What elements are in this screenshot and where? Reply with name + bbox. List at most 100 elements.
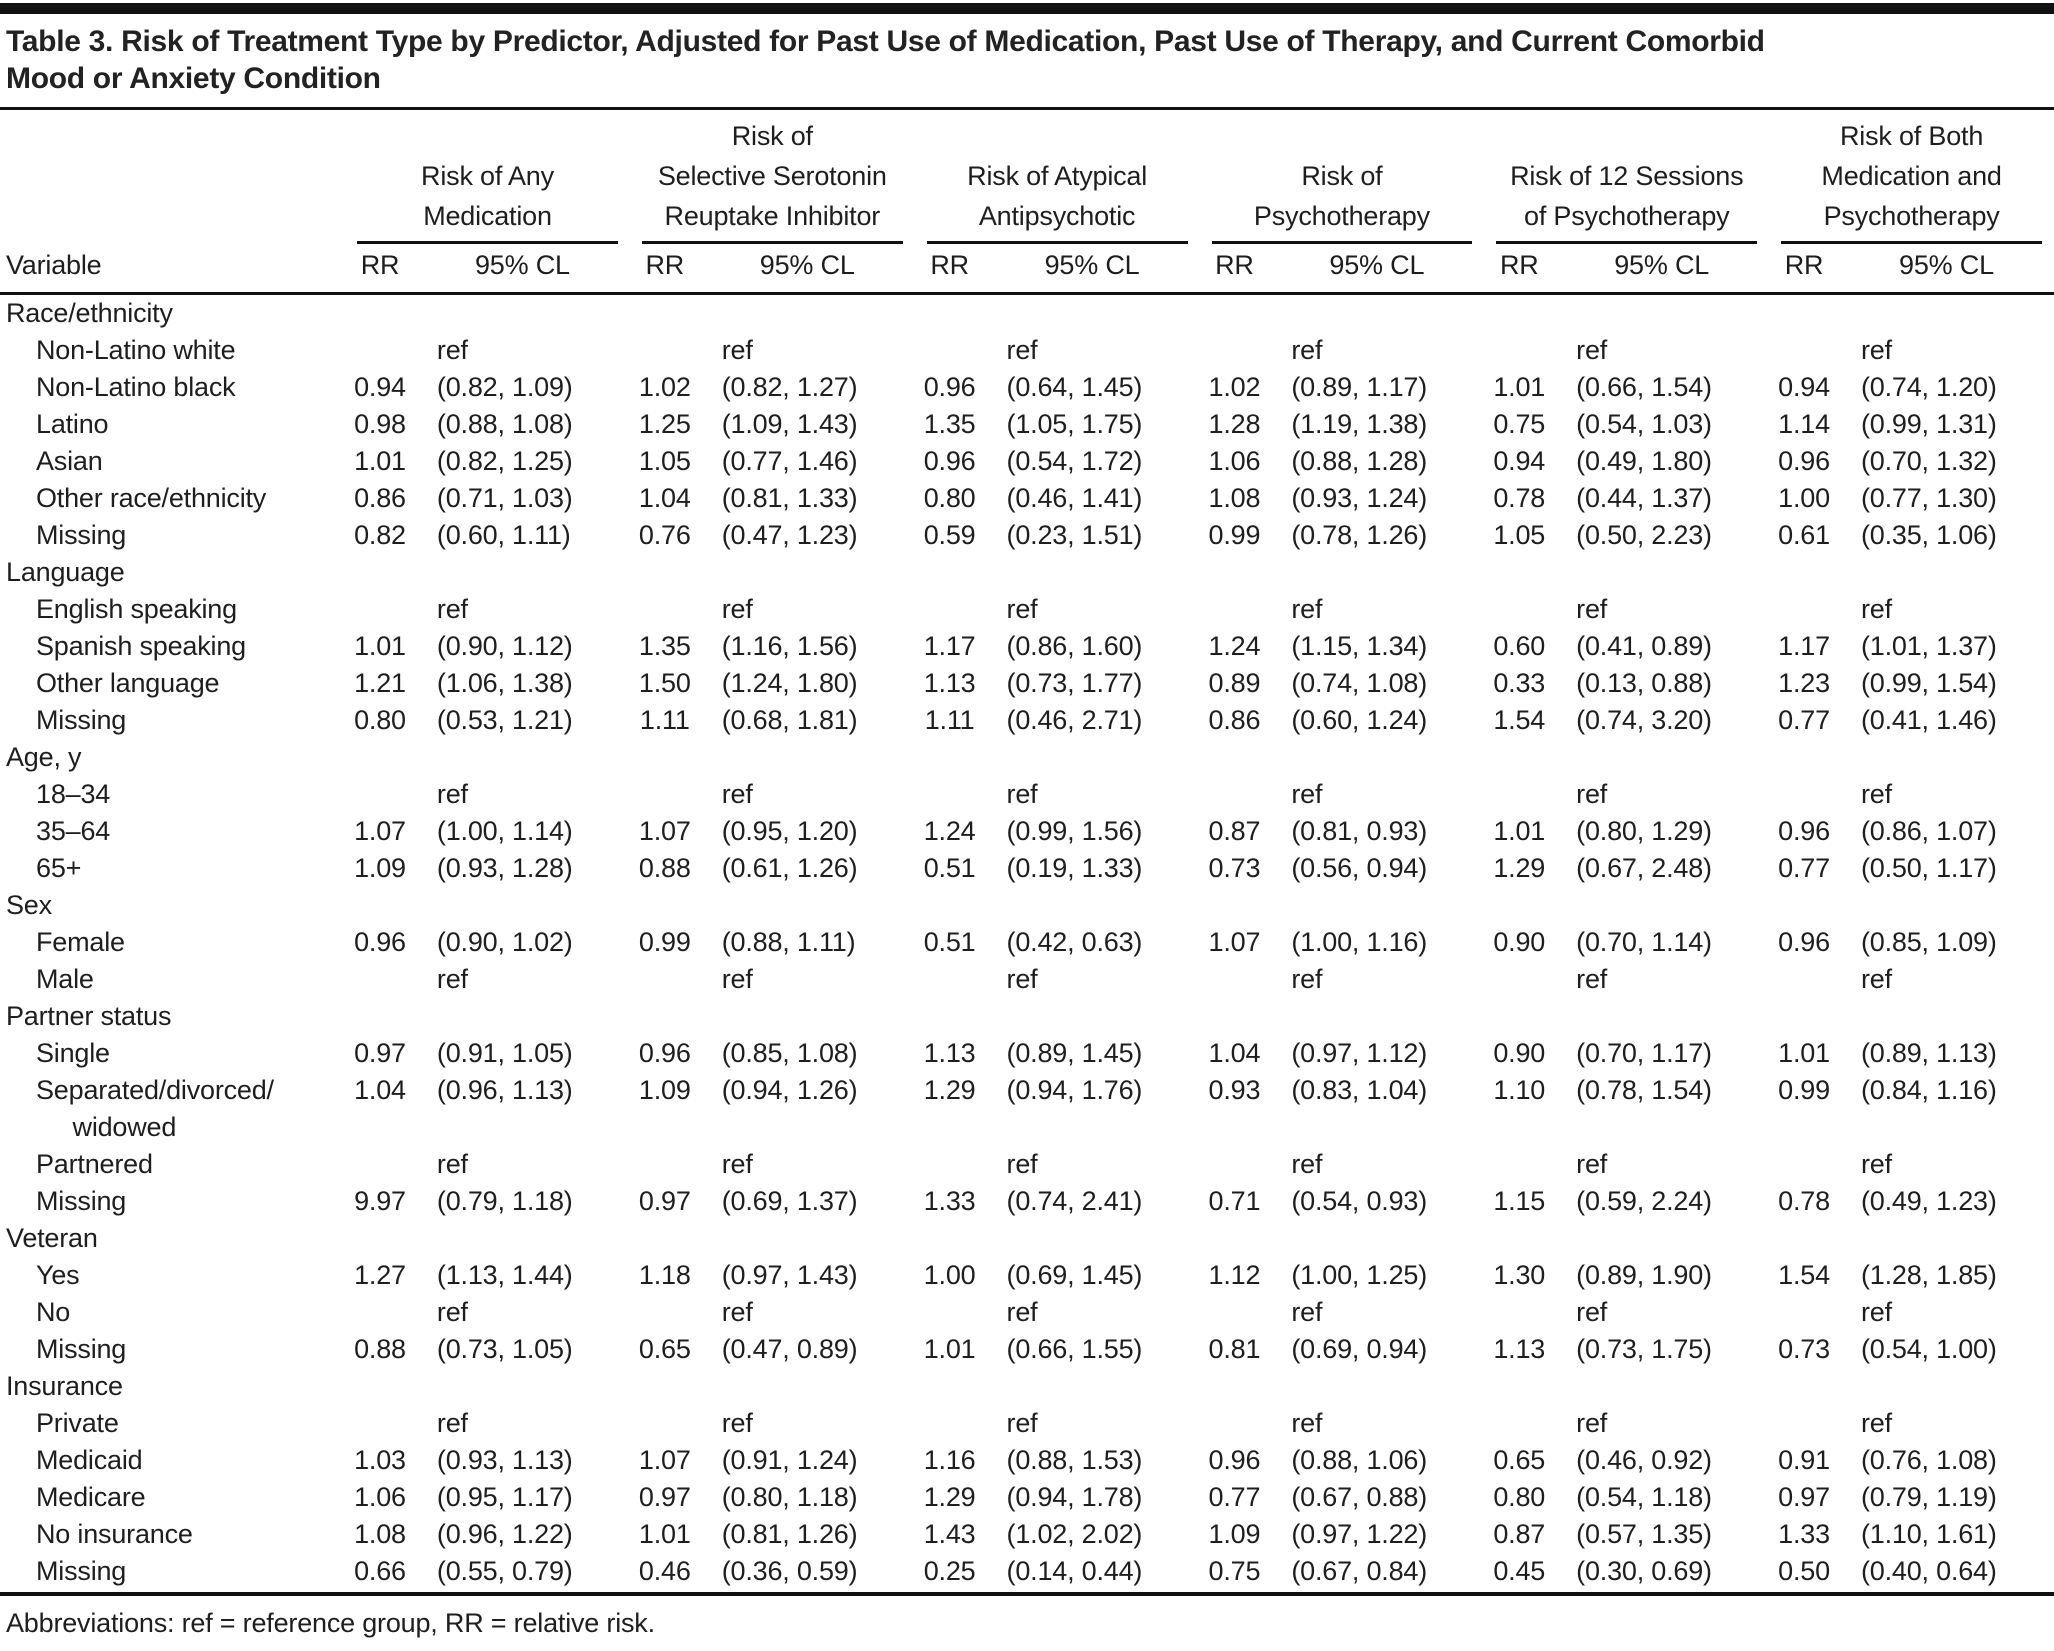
cl-value: (1.28, 1.85)	[1860, 1260, 1997, 1290]
cl-value: (0.99, 1.31)	[1860, 409, 1997, 439]
table-title: Table 3. Risk of Treatment Type by Predi…	[6, 25, 1765, 95]
rr-value: 1.07	[354, 816, 406, 846]
rr-value: 1.01	[1778, 1038, 1830, 1068]
table-row: Medicaid 1.03 (0.93, 1.13) 1.07 (0.91, 1.24)…	[0, 1442, 2054, 1479]
section-label: Sex	[6, 890, 52, 920]
footnote-rule-block: Abbreviations: ref = reference group, RR…	[0, 1592, 2054, 1651]
rr-value: 1.07	[638, 816, 691, 846]
rr-value: 0.59	[923, 520, 976, 550]
cl-value: (0.70, 1.17)	[1576, 1038, 1712, 1068]
rr-value	[1769, 1146, 1839, 1183]
table-row: No insurance 1.08 (0.96, 1.22) 1.01 (0.81, 1…	[0, 1516, 2054, 1553]
cl-value: (0.70, 1.14)	[1576, 927, 1712, 957]
rr-value: 1.21	[354, 668, 406, 698]
rr-value	[915, 1405, 985, 1442]
rr-value: 0.65	[638, 1334, 691, 1364]
rr-value: 1.18	[638, 1260, 691, 1290]
cl-value: ref	[436, 1149, 468, 1179]
cl-value: (0.82, 1.27)	[721, 372, 858, 402]
rr-value	[915, 1146, 985, 1183]
rr-value: 0.66	[354, 1556, 406, 1586]
row-label: Missing	[36, 520, 127, 550]
rr-value	[915, 961, 985, 998]
rr-value: 0.65	[1493, 1445, 1546, 1475]
table-row: Private ref ref ref ref ref ref	[0, 1405, 2054, 1442]
rr-value: 0.80	[354, 705, 406, 735]
cl-value: (0.40, 0.64)	[1860, 1556, 1997, 1586]
cl-value: (0.54, 1.72)	[1006, 446, 1143, 476]
rr-value: 0.96	[638, 1038, 691, 1068]
rr-value: 1.04	[638, 483, 691, 513]
rr-value: 1.29	[923, 1075, 976, 1105]
rr-value	[1484, 1146, 1554, 1183]
cl-value: ref	[1006, 779, 1038, 809]
rr-value: 0.96	[1778, 446, 1830, 476]
cl-value: (0.76, 1.08)	[1860, 1445, 1997, 1475]
rr-value: 0.96	[1208, 1445, 1261, 1475]
cl-value: (0.74, 3.20)	[1576, 705, 1712, 735]
cl-value: (0.81, 1.26)	[721, 1519, 858, 1549]
cl-value: ref	[1860, 594, 1892, 624]
cl-value: (0.44, 1.37)	[1576, 483, 1712, 513]
rr-value: 1.29	[923, 1482, 976, 1512]
cl-value: ref	[436, 779, 468, 809]
rr-value: 0.73	[1778, 1334, 1830, 1364]
rr-value: 1.35	[923, 409, 976, 439]
cl-value: (0.84, 1.16)	[1860, 1075, 1997, 1105]
cl-value: ref	[1006, 1149, 1038, 1179]
cl-value: ref	[1860, 964, 1892, 994]
rr-value: 1.24	[923, 816, 976, 846]
cl-value: (0.19, 1.33)	[1006, 853, 1143, 883]
cl-value: (0.66, 1.55)	[1006, 1334, 1143, 1364]
cl-value: (0.82, 1.25)	[436, 446, 573, 476]
rr-value: 0.94	[354, 372, 406, 402]
cl-value: (0.88, 1.53)	[1006, 1445, 1143, 1475]
cl-value: (0.90, 1.02)	[436, 927, 573, 957]
rr-value	[1769, 591, 1839, 628]
cl-value: ref	[721, 594, 753, 624]
group-header-ssri: Risk of Selective Serotonin Reuptake Inh…	[630, 110, 915, 244]
cl-value: ref	[1291, 594, 1323, 624]
rr-value: 1.08	[354, 1519, 406, 1549]
cl-value: (0.80, 1.29)	[1576, 816, 1712, 846]
rr-value: 1.01	[923, 1334, 976, 1364]
cl-column-header: 95% CL	[1269, 244, 1485, 295]
row-label: Missing	[36, 705, 127, 735]
rr-value: 1.33	[1778, 1519, 1830, 1549]
rr-value: 0.89	[1208, 668, 1261, 698]
section-row: Insurance	[0, 1368, 2054, 1405]
rr-value: 0.88	[638, 853, 691, 883]
cl-value: (0.95, 1.20)	[721, 816, 858, 846]
cl-value: (0.91, 1.24)	[721, 1445, 858, 1475]
cl-value: (0.97, 1.12)	[1291, 1038, 1428, 1068]
title-divider-rule	[0, 107, 2054, 110]
row-label: Single	[36, 1038, 110, 1068]
table-row: Latino 0.98 (0.88, 1.08) 1.25 (1.09, 1.43) 1.…	[0, 406, 2054, 443]
cl-value: (0.68, 1.81)	[721, 705, 858, 735]
cl-value: (0.89, 1.90)	[1576, 1260, 1712, 1290]
sub-header-row: Variable RR 95% CL RR 95% CL RR 95% CL R…	[0, 244, 2054, 295]
cl-value: (0.97, 1.43)	[721, 1260, 858, 1290]
rr-value: 0.97	[354, 1038, 406, 1068]
rr-value	[1484, 1294, 1554, 1331]
cl-value: (0.50, 1.17)	[1860, 853, 1997, 883]
cl-value: (1.13, 1.44)	[436, 1260, 573, 1290]
table-row: Medicare 1.06 (0.95, 1.17) 0.97 (0.80, 1.18)…	[0, 1479, 2054, 1516]
cl-value: (0.67, 0.84)	[1291, 1556, 1428, 1586]
cl-value: (0.70, 1.32)	[1860, 446, 1997, 476]
rr-column-header: RR	[1484, 244, 1555, 295]
table-row: Other race/ethnicity 0.86 (0.71, 1.03) 1.04…	[0, 480, 2054, 517]
cl-column-header: 95% CL	[1554, 244, 1770, 295]
cl-value: (0.69, 1.45)	[1006, 1260, 1143, 1290]
table-row: Missing 0.66 (0.55, 0.79) 0.46 (0.36, 0.59) 0…	[0, 1553, 2054, 1590]
rr-value	[915, 591, 985, 628]
cl-value: (0.30, 0.69)	[1576, 1556, 1712, 1586]
variable-column-header: Variable	[0, 244, 346, 295]
cl-value: (1.16, 1.56)	[721, 631, 858, 661]
cl-value: ref	[436, 964, 468, 994]
cl-value: (1.05, 1.75)	[1006, 409, 1143, 439]
rr-value	[630, 1405, 700, 1442]
rr-value: 0.88	[354, 1334, 406, 1364]
rr-value: 1.04	[354, 1075, 406, 1105]
